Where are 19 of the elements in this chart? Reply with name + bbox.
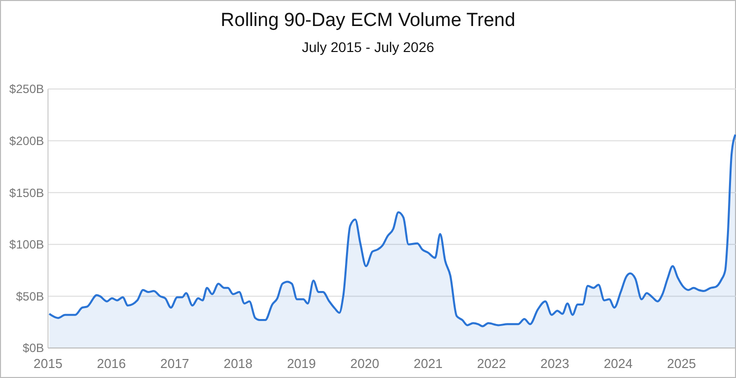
x-tick-label: 2018 [224,356,253,371]
y-tick-label: $50B [16,289,44,304]
y-tick-label: $0B [22,341,44,356]
y-tick-label: $200B [9,134,44,148]
chart-title: Rolling 90-Day ECM Volume Trend [220,10,516,31]
chart-subtitle: July 2015 - July 2026 [302,39,434,55]
y-tick-label: $100B [9,238,44,252]
x-tick-label: 2020 [350,356,380,371]
x-tick-label: 2024 [604,356,633,371]
x-tick-label: 2023 [540,356,570,371]
y-tick-label: $250B [9,82,44,96]
x-tick-label: 2017 [160,356,190,371]
x-tick-label: 2022 [477,356,506,371]
x-tick-label: 2021 [414,356,443,371]
y-tick-label: $150B [9,186,44,200]
x-tick-label: 2025 [667,356,696,371]
x-tick-label: 2015 [34,356,62,371]
x-tick-label: 2019 [286,356,316,371]
x-tick-label: 2016 [96,356,126,371]
